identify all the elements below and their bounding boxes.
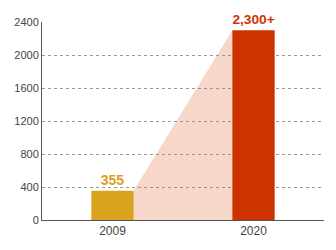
svg-text:0: 0 [33, 214, 39, 226]
svg-text:800: 800 [20, 148, 38, 160]
svg-text:2020: 2020 [240, 224, 267, 238]
svg-text:2,300+: 2,300+ [232, 12, 274, 27]
svg-text:2000: 2000 [14, 49, 38, 61]
svg-text:355: 355 [101, 172, 125, 188]
svg-text:2400: 2400 [14, 16, 38, 28]
svg-text:1200: 1200 [14, 115, 38, 127]
svg-text:400: 400 [20, 181, 38, 193]
svg-text:2009: 2009 [99, 224, 126, 238]
svg-text:1600: 1600 [14, 82, 38, 94]
